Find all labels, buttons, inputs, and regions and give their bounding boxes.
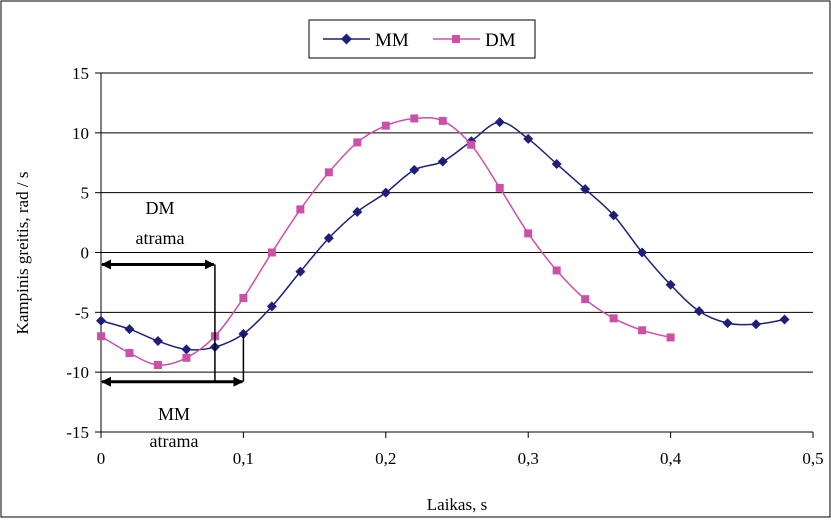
annotation-dm: DM atrama bbox=[101, 198, 216, 381]
data-point-mm bbox=[409, 164, 420, 175]
x-tick-label: 0,5 bbox=[802, 449, 823, 468]
data-point-dm bbox=[182, 353, 191, 362]
x-tick-label: 0,2 bbox=[375, 449, 396, 468]
annotation-sublabel-mm: atrama bbox=[150, 431, 199, 451]
data-point-mm bbox=[580, 184, 591, 195]
grid-lines bbox=[101, 72, 813, 373]
x-tick-label: 0,3 bbox=[518, 449, 539, 468]
data-point-mm bbox=[295, 266, 306, 277]
data-point-mm bbox=[266, 301, 277, 312]
legend: MM DM bbox=[308, 19, 536, 59]
y-tick-label: -10 bbox=[66, 363, 89, 382]
data-point-mm bbox=[380, 187, 391, 198]
data-point-dm bbox=[125, 349, 134, 358]
axes bbox=[95, 72, 814, 438]
data-point-mm bbox=[637, 247, 648, 258]
y-tick-label: 0 bbox=[81, 244, 90, 263]
annotation-label-dm: DM bbox=[145, 198, 174, 218]
data-point-mm bbox=[96, 315, 106, 326]
x-tick-label: 0 bbox=[97, 449, 106, 468]
legend-mm-marker bbox=[341, 33, 352, 45]
y-tick-label: 10 bbox=[72, 124, 89, 143]
legend-dm-marker bbox=[452, 35, 460, 43]
data-point-dm bbox=[638, 326, 647, 335]
data-point-mm bbox=[437, 156, 448, 167]
data-point-dm bbox=[438, 116, 447, 125]
data-point-mm bbox=[751, 319, 762, 330]
y-tick-label: -5 bbox=[75, 303, 89, 322]
legend-dm-label: DM bbox=[485, 30, 516, 51]
data-point-dm bbox=[467, 140, 476, 149]
data-point-dm bbox=[267, 248, 276, 257]
annotation-label-mm: MM bbox=[158, 404, 190, 424]
data-point-dm bbox=[581, 295, 590, 304]
y-tick-label: 5 bbox=[81, 184, 90, 203]
data-point-dm bbox=[609, 314, 618, 323]
data-point-mm bbox=[722, 318, 733, 329]
x-tick-label: 0,4 bbox=[660, 449, 682, 468]
data-point-mm bbox=[551, 158, 562, 169]
data-point-dm bbox=[239, 293, 248, 302]
data-point-dm bbox=[324, 168, 333, 177]
data-point-dm bbox=[381, 121, 390, 130]
data-point-dm bbox=[666, 333, 675, 342]
data-point-mm bbox=[665, 279, 676, 290]
annotations: DM atrama MM atrama bbox=[101, 198, 245, 451]
data-point-mm bbox=[523, 133, 534, 144]
y-tick-label: -15 bbox=[66, 423, 89, 442]
x-tick-label: 0,1 bbox=[233, 449, 254, 468]
data-point-dm bbox=[552, 266, 561, 275]
data-point-dm bbox=[97, 332, 105, 341]
data-point-mm bbox=[494, 117, 505, 128]
data-point-mm bbox=[694, 306, 705, 317]
y-tick-label: 15 bbox=[72, 64, 89, 83]
data-point-mm bbox=[352, 206, 363, 217]
data-point-dm bbox=[495, 183, 504, 192]
data-point-dm bbox=[153, 360, 162, 369]
y-axis-title: Kampinis greitis, rad / s bbox=[13, 172, 32, 335]
annotation-sublabel-dm: atrama bbox=[136, 228, 185, 248]
data-point-dm bbox=[296, 205, 305, 214]
x-axis-title: Laikas, s bbox=[427, 495, 487, 514]
legend-mm-label: MM bbox=[375, 30, 409, 51]
data-point-mm bbox=[779, 314, 790, 325]
data-point-mm bbox=[124, 324, 135, 335]
data-point-mm bbox=[181, 344, 192, 355]
data-point-dm bbox=[353, 138, 362, 147]
tick-labels: -15 -10 -5 0 5 10 15 0 0,1 0,2 0,3 0,4 0,5 bbox=[66, 64, 823, 468]
data-point-dm bbox=[410, 114, 419, 123]
data-point-dm bbox=[524, 229, 533, 238]
annotation-mm: MM atrama bbox=[101, 333, 245, 451]
data-point-mm bbox=[152, 336, 163, 347]
data-point-mm bbox=[608, 210, 619, 221]
data-point-mm bbox=[323, 233, 334, 244]
